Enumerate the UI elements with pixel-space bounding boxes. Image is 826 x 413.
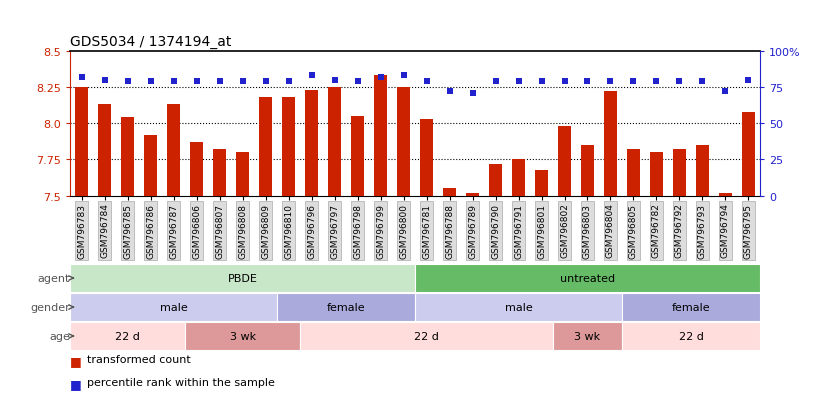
Text: male: male xyxy=(159,302,188,312)
Bar xyxy=(415,264,760,292)
Bar xyxy=(168,105,180,196)
Bar xyxy=(306,91,318,196)
Bar xyxy=(351,116,364,196)
Text: ■: ■ xyxy=(70,377,82,390)
Text: 22 d: 22 d xyxy=(678,331,704,341)
Text: PBDE: PBDE xyxy=(228,273,258,283)
Point xyxy=(443,89,456,95)
Bar xyxy=(70,322,185,350)
Point xyxy=(144,78,157,85)
Bar xyxy=(213,150,226,196)
Text: female: female xyxy=(327,302,365,312)
Point xyxy=(236,78,249,85)
Bar xyxy=(185,322,300,350)
Text: percentile rank within the sample: percentile rank within the sample xyxy=(87,377,274,387)
Bar xyxy=(742,112,755,196)
Bar xyxy=(535,170,548,196)
Bar xyxy=(259,98,272,196)
Text: female: female xyxy=(672,302,710,312)
Text: 22 d: 22 d xyxy=(116,331,140,341)
Point xyxy=(121,78,135,85)
Text: transformed count: transformed count xyxy=(87,354,191,364)
Bar xyxy=(121,118,134,196)
Point xyxy=(604,78,617,85)
Point xyxy=(167,78,180,85)
Bar xyxy=(236,153,249,196)
Bar xyxy=(75,88,88,196)
Bar xyxy=(300,322,553,350)
Bar xyxy=(696,146,709,196)
Point xyxy=(742,77,755,84)
Point xyxy=(512,78,525,85)
Point xyxy=(420,78,433,85)
Bar xyxy=(328,88,341,196)
Point xyxy=(695,78,709,85)
Bar xyxy=(415,293,622,321)
Bar xyxy=(622,322,760,350)
Bar xyxy=(397,88,410,196)
Point xyxy=(719,89,732,95)
Point xyxy=(259,78,273,85)
Bar xyxy=(673,150,686,196)
Bar xyxy=(558,127,571,196)
Text: untreated: untreated xyxy=(560,273,615,283)
Bar xyxy=(466,193,479,196)
Bar xyxy=(512,160,525,196)
Bar xyxy=(627,150,640,196)
Point xyxy=(374,74,387,81)
Point xyxy=(75,74,88,81)
Text: GDS5034 / 1374194_at: GDS5034 / 1374194_at xyxy=(70,35,231,49)
Text: 3 wk: 3 wk xyxy=(230,331,256,341)
Bar xyxy=(98,105,111,196)
Point xyxy=(351,78,364,85)
Point xyxy=(213,78,226,85)
Bar xyxy=(650,153,662,196)
Point xyxy=(466,90,479,97)
Bar xyxy=(374,76,387,196)
Text: age: age xyxy=(50,331,70,341)
Text: agent: agent xyxy=(38,273,70,283)
Point xyxy=(650,78,663,85)
Bar xyxy=(282,98,295,196)
Bar xyxy=(622,293,760,321)
Point xyxy=(98,77,112,84)
Point xyxy=(673,78,686,85)
Point xyxy=(627,78,640,85)
Point xyxy=(489,78,502,85)
Text: male: male xyxy=(505,302,533,312)
Bar xyxy=(70,264,415,292)
Point xyxy=(190,78,203,85)
Bar xyxy=(145,135,157,196)
Bar xyxy=(553,322,622,350)
Point xyxy=(282,78,295,85)
Point xyxy=(397,73,411,79)
Bar xyxy=(489,164,502,196)
Point xyxy=(581,78,594,85)
Bar xyxy=(70,293,278,321)
Point xyxy=(305,73,318,79)
Bar xyxy=(604,92,617,196)
Point xyxy=(558,78,571,85)
Text: ■: ■ xyxy=(70,354,82,367)
Point xyxy=(328,77,341,84)
Bar xyxy=(420,120,433,196)
Bar xyxy=(278,293,415,321)
Bar xyxy=(444,189,456,196)
Bar xyxy=(719,193,732,196)
Bar xyxy=(190,143,203,196)
Point xyxy=(535,78,548,85)
Text: 3 wk: 3 wk xyxy=(574,331,601,341)
Text: gender: gender xyxy=(31,302,70,312)
Bar xyxy=(582,146,594,196)
Text: 22 d: 22 d xyxy=(414,331,439,341)
